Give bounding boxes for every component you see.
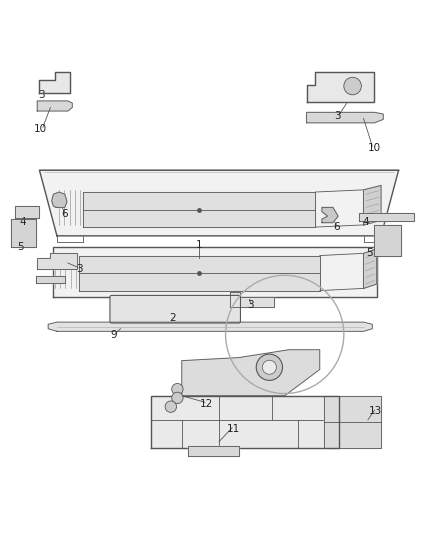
Circle shape: [344, 77, 361, 95]
Polygon shape: [307, 112, 383, 123]
Polygon shape: [188, 446, 239, 456]
Text: 12: 12: [200, 399, 213, 409]
FancyBboxPatch shape: [110, 295, 240, 323]
Circle shape: [165, 401, 177, 413]
Circle shape: [262, 360, 276, 374]
Polygon shape: [324, 395, 381, 448]
Text: 10: 10: [368, 143, 381, 154]
Polygon shape: [374, 225, 401, 255]
Text: 4: 4: [362, 217, 369, 227]
Polygon shape: [79, 255, 320, 290]
Polygon shape: [230, 292, 274, 307]
Polygon shape: [37, 253, 77, 269]
Polygon shape: [39, 170, 399, 236]
Polygon shape: [36, 276, 65, 283]
Polygon shape: [83, 192, 315, 227]
Polygon shape: [39, 71, 70, 93]
Text: 2: 2: [170, 313, 177, 323]
Polygon shape: [364, 185, 381, 225]
Polygon shape: [11, 219, 36, 247]
Text: 6: 6: [333, 222, 340, 232]
Text: 4: 4: [20, 217, 27, 227]
Polygon shape: [307, 71, 374, 102]
Text: 1: 1: [196, 240, 203, 251]
Text: 3: 3: [76, 264, 83, 273]
Polygon shape: [53, 247, 377, 297]
Text: 5: 5: [17, 242, 24, 252]
Text: 9: 9: [110, 330, 117, 340]
Circle shape: [256, 354, 283, 381]
Circle shape: [172, 383, 183, 395]
Text: 13: 13: [369, 407, 382, 416]
Text: 5: 5: [366, 248, 373, 258]
Text: 10: 10: [34, 124, 47, 134]
Text: 3: 3: [38, 90, 45, 100]
Polygon shape: [182, 350, 320, 395]
Polygon shape: [359, 213, 414, 221]
Polygon shape: [151, 395, 339, 448]
Polygon shape: [52, 192, 67, 207]
Text: 6: 6: [61, 209, 68, 220]
Text: 3: 3: [334, 111, 341, 122]
Polygon shape: [15, 206, 39, 219]
Polygon shape: [37, 101, 72, 111]
Polygon shape: [48, 322, 372, 332]
Text: 11: 11: [227, 424, 240, 434]
Circle shape: [172, 392, 183, 403]
Text: 3: 3: [247, 301, 254, 311]
Polygon shape: [364, 249, 377, 288]
Polygon shape: [322, 207, 338, 223]
